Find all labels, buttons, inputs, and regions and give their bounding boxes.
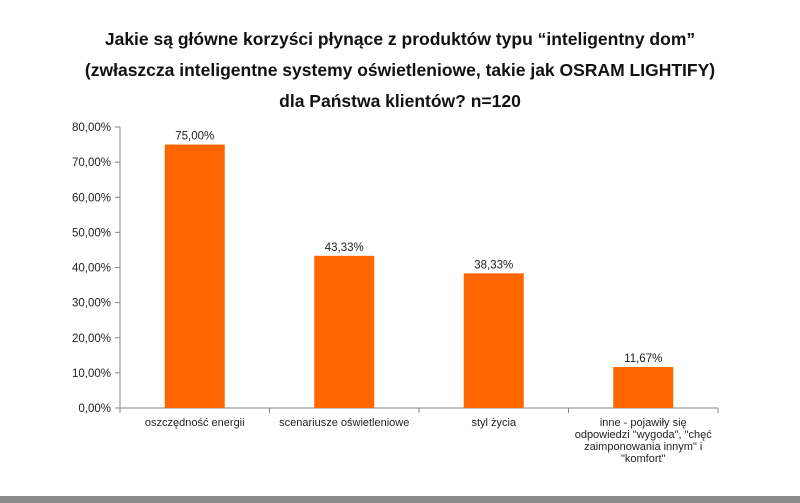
bar-data-label: 43,33% <box>325 242 364 254</box>
x-category-label: styl życia <box>471 417 517 429</box>
y-tick-label: 0,00% <box>78 403 111 415</box>
slide-bottom-bar <box>0 496 800 503</box>
x-category-label: oszczędność energii <box>145 417 245 429</box>
bar <box>613 367 674 408</box>
bar-data-label: 75,00% <box>175 131 214 143</box>
chart-title-line-3: dla Państwa klientów? n=120 <box>279 91 521 111</box>
x-category-label: inne - pojawiły się odpowiedzi "wygoda", … <box>575 417 713 465</box>
y-tick-label: 80,00% <box>72 122 111 134</box>
x-category-label: scenariusze oświetleniowe <box>279 417 409 429</box>
bar-data-label: 11,67% <box>624 353 662 365</box>
y-tick-label: 60,00% <box>72 192 111 204</box>
chart-title-line-1: Jakie są główne korzyści płynące z produ… <box>104 29 696 49</box>
chart-title-line-2: (zwłaszcza inteligentne systemy oświetle… <box>84 60 716 80</box>
bar <box>314 255 375 408</box>
y-tick-label: 30,00% <box>72 298 111 310</box>
y-tick-label: 40,00% <box>72 263 111 275</box>
bar <box>463 273 524 408</box>
y-tick-label: 10,00% <box>72 368 111 380</box>
bar-data-label: 38,33% <box>474 259 513 271</box>
chart-title: Jakie są główne korzyści płynące z produ… <box>0 24 800 117</box>
y-tick-label: 70,00% <box>72 157 111 169</box>
y-tick-label: 20,00% <box>72 333 111 345</box>
bar <box>164 144 225 408</box>
y-tick-label: 50,00% <box>72 227 111 239</box>
